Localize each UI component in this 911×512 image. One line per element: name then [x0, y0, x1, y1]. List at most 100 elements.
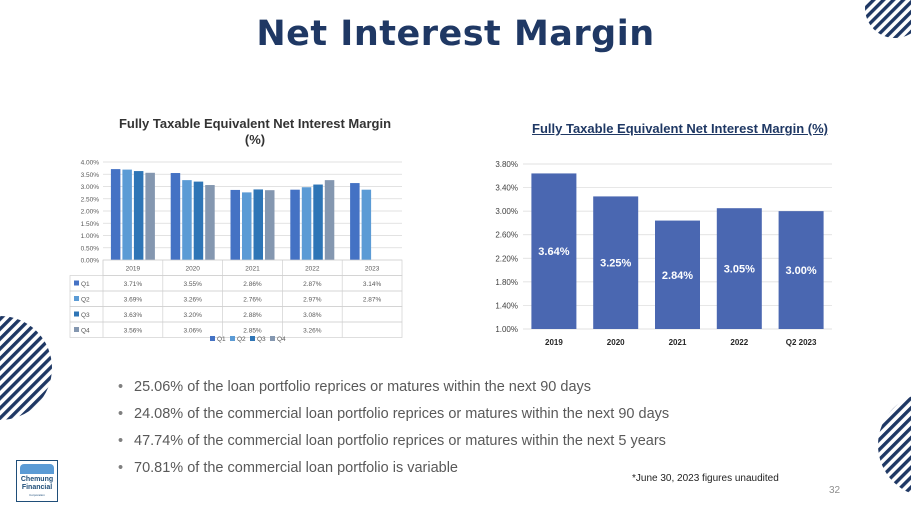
y-tick-label: 2.20% [495, 254, 518, 263]
footnote: *June 30, 2023 figures unaudited [632, 473, 779, 484]
data-label: 2.76% [243, 297, 262, 304]
y-tick-label: 1.40% [495, 301, 518, 310]
x-tick-label: 2023 [365, 266, 380, 273]
bullet-item: 47.74% of the commercial loan portfolio … [118, 428, 669, 455]
x-tick-label: 2020 [185, 266, 200, 273]
stripe-circle-left [0, 316, 52, 420]
bar-q3 [313, 184, 323, 260]
stripe-circle-top-right [865, 0, 911, 38]
y-tick-label: 1.00% [81, 233, 100, 240]
bar-q1 [350, 183, 360, 260]
bar [655, 220, 700, 329]
bar-q4 [265, 190, 275, 260]
bar-q1 [230, 189, 240, 260]
data-label: 2.85% [243, 328, 262, 335]
y-tick-label: 3.80% [495, 160, 518, 169]
page-number: 32 [829, 485, 841, 496]
bar-q4 [324, 180, 335, 260]
chart1-quarterly-nim: 0.00% 0.50% 1.00% 1.50% 2.00% 2.50% 3.00% 3.50%… [69, 160, 403, 343]
data-label: 2.87% [363, 297, 382, 304]
bar-q1 [290, 189, 300, 260]
legend-swatch-q1 [210, 336, 215, 341]
bar-q3 [193, 181, 204, 260]
data-label: 3.08% [303, 312, 322, 319]
x-tick-label: Q2 2023 [786, 338, 817, 347]
data-label: 3.26% [183, 297, 202, 304]
y-tick-label: 1.50% [81, 221, 100, 228]
y-tick-label: 2.00% [81, 209, 100, 216]
chart1-title: Fully Taxable Equivalent Net Interest Ma… [118, 116, 392, 147]
data-label: 3.25% [600, 258, 631, 270]
bar [531, 173, 577, 329]
bar-q3 [133, 171, 144, 260]
table-series-label: Q3 [81, 312, 90, 319]
legend-swatch-q2 [230, 336, 235, 341]
table-legend-swatch [74, 311, 79, 317]
table-row [69, 321, 403, 338]
data-label: 2.97% [303, 297, 322, 304]
y-tick-label: 3.50% [81, 172, 100, 179]
x-tick-label: 2019 [126, 266, 141, 273]
data-label: 3.05% [724, 264, 755, 276]
bar-q2 [242, 192, 252, 260]
table-row [69, 306, 403, 323]
data-label: 2.84% [662, 270, 693, 282]
legend-label: Q1 [217, 336, 226, 343]
x-tick-label: 2022 [305, 266, 320, 273]
legend-swatch-q3 [250, 336, 255, 341]
table-series-label: Q1 [81, 281, 90, 288]
bar-q3 [253, 189, 263, 260]
data-label: 3.64% [538, 246, 569, 258]
slide-title: Net Interest Margin [256, 14, 655, 54]
legend-label: Q4 [277, 336, 286, 343]
table-legend-swatch [74, 280, 79, 286]
bar-q2 [182, 180, 192, 260]
bar-q2 [361, 189, 372, 260]
data-label: 3.06% [183, 328, 202, 335]
bullet-item: 25.06% of the loan portfolio reprices or… [118, 374, 669, 401]
bullet-item: 70.81% of the commercial loan portfolio … [118, 455, 669, 482]
data-label: 3.63% [124, 312, 143, 319]
legend-label: Q2 [237, 336, 246, 343]
bar-q4 [205, 185, 215, 260]
bar-q2 [301, 187, 312, 260]
data-label: 3.55% [183, 281, 202, 288]
data-label: 2.86% [243, 281, 262, 288]
data-label: 3.00% [785, 265, 816, 277]
y-tick-label: 3.40% [495, 184, 518, 193]
bar [593, 196, 639, 329]
x-tick-label: 2021 [669, 338, 687, 347]
x-tick-label: 2019 [545, 338, 563, 347]
y-tick-label: 2.50% [81, 196, 100, 203]
chart2-title: Fully Taxable Equivalent Net Interest Ma… [532, 121, 828, 136]
company-logo: Chemung Financial Corporation [16, 460, 58, 502]
table-series-label: Q4 [81, 328, 90, 335]
y-tick-label: 2.60% [495, 231, 518, 240]
bar-q4 [145, 172, 155, 260]
x-tick-label: 2021 [245, 266, 260, 273]
y-tick-label: 1.80% [495, 278, 518, 287]
x-tick-label: 2020 [607, 338, 625, 347]
data-label: 3.14% [363, 281, 382, 288]
legend-label: Q3 [257, 336, 266, 343]
legend-swatch-q4 [270, 336, 275, 341]
data-label: 2.87% [303, 281, 322, 288]
bar [716, 208, 762, 329]
x-tick-label: 2022 [730, 338, 748, 347]
data-label: 3.56% [124, 328, 143, 335]
stripe-circle-bottom-right [878, 396, 911, 494]
data-label: 3.71% [124, 281, 143, 288]
chart2-annual-nim: 1.00% 1.40% 1.80% 2.20% 2.60% 3.00% 3.40% 3.80%… [495, 160, 832, 347]
y-tick-label: 0.00% [81, 258, 100, 265]
bullet-item: 24.08% of the commercial loan portfolio … [118, 401, 669, 428]
data-label: 2.88% [243, 312, 262, 319]
table-legend-swatch [74, 327, 79, 332]
bar-q1 [110, 169, 121, 260]
y-tick-label: 0.50% [81, 245, 100, 252]
bullet-list: 25.06% of the loan portfolio reprices or… [118, 374, 669, 482]
y-tick-label: 3.00% [495, 207, 518, 216]
table-row [69, 275, 403, 292]
table-legend-swatch [74, 296, 79, 301]
table-row [69, 290, 403, 307]
